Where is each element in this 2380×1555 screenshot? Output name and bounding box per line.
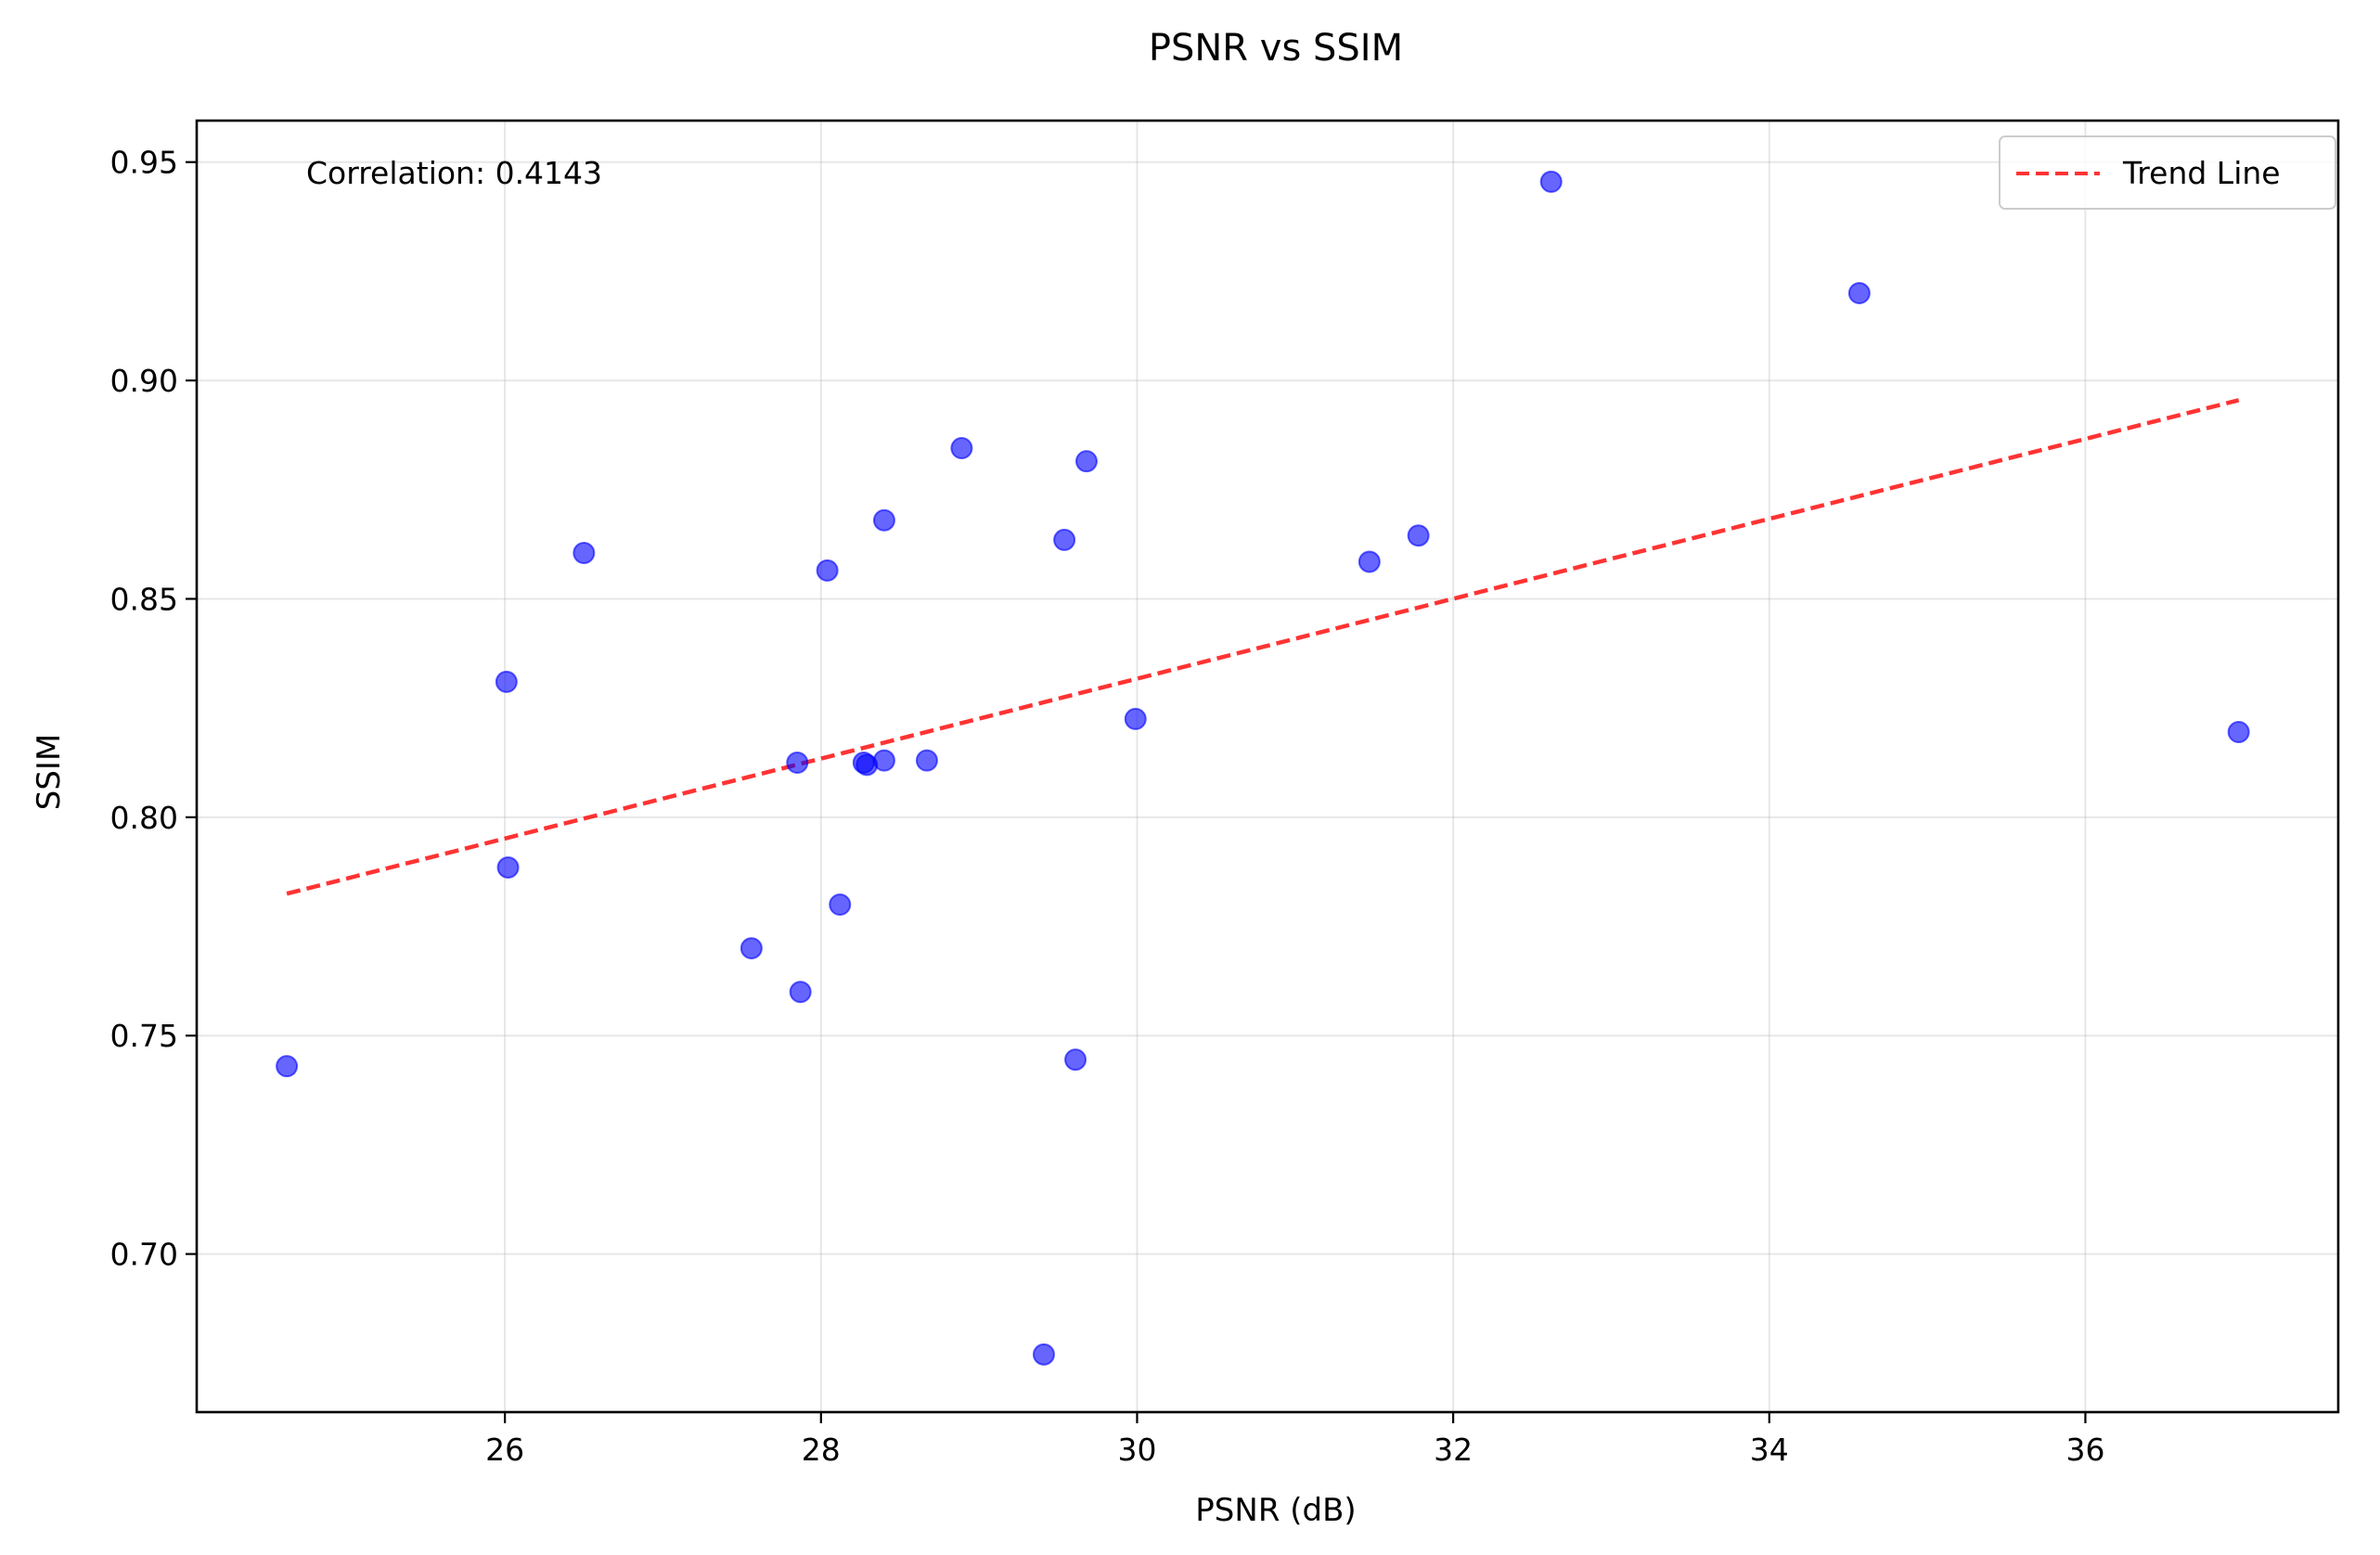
chart-title: PSNR vs SSIM: [1149, 27, 1403, 70]
legend-label-trend-line: Trend Line: [2122, 155, 2281, 191]
scatter-point: [495, 670, 518, 693]
y-tick-label: 0.80: [110, 800, 178, 836]
points-layer: [276, 170, 2250, 1366]
scatter-point: [496, 855, 520, 879]
scatter-point: [1357, 550, 1381, 573]
scatter-point: [2227, 721, 2250, 744]
scatter-point: [872, 749, 895, 772]
axis-ticks: 26 28 30 32 34 36 0.70 0.75 0.80 0.85 0.90 0.95: [110, 145, 2105, 1468]
correlation-annotation: Correlation: 0.4143: [306, 155, 602, 191]
y-tick-label: 0.85: [110, 581, 178, 617]
scatter-point: [1124, 707, 1147, 730]
trend-line: [286, 398, 2240, 896]
x-tick-label: 28: [802, 1432, 841, 1468]
y-tick-label: 0.70: [110, 1237, 178, 1273]
y-tick-label: 0.75: [110, 1018, 178, 1054]
scatter-point: [1539, 170, 1563, 193]
scatter-point: [1847, 281, 1871, 304]
legend: Trend Line: [1999, 135, 2336, 210]
scatter-point: [1074, 450, 1098, 473]
x-tick-label: 36: [2065, 1432, 2104, 1468]
x-tick-label: 30: [1117, 1432, 1156, 1468]
x-axis-label: PSNR (dB): [1195, 1492, 1356, 1529]
plot-frame: [195, 119, 2340, 1414]
scatter-point: [1064, 1048, 1087, 1072]
scatter-point: [786, 751, 809, 774]
scatter-point: [872, 508, 895, 532]
trend-layer: [286, 398, 2240, 896]
scatter-point: [789, 981, 812, 1004]
scatter-point: [816, 559, 839, 582]
x-tick-label: 32: [1434, 1432, 1473, 1468]
scatter-point: [1032, 1343, 1055, 1366]
scatter-point: [740, 937, 763, 960]
x-tick-label: 26: [485, 1432, 524, 1468]
grid: [197, 121, 2338, 1412]
y-tick-label: 0.90: [110, 363, 178, 399]
y-tick-label: 0.95: [110, 145, 178, 181]
y-axis-label: SSIM: [31, 734, 68, 811]
scatter-point: [829, 893, 852, 916]
scatter-point: [572, 542, 596, 565]
scatter-point: [915, 749, 938, 772]
scatter-point: [1407, 524, 1430, 547]
scatter-point: [1053, 528, 1076, 551]
x-tick-label: 34: [1750, 1432, 1789, 1468]
scatter-point: [276, 1055, 299, 1078]
legend-box: [1999, 135, 2336, 210]
scatter-point: [950, 437, 973, 460]
